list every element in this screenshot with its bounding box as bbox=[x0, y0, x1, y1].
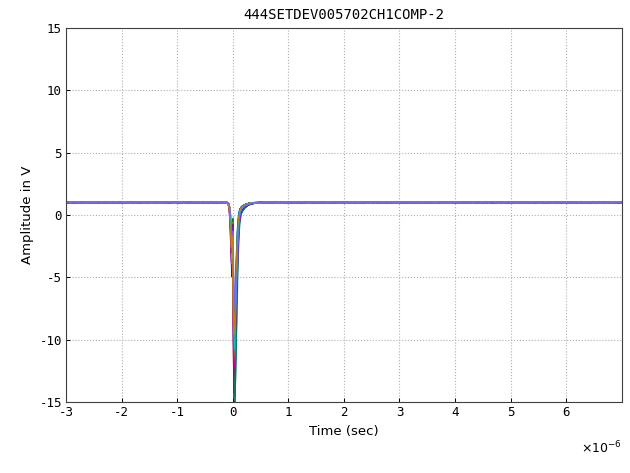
X-axis label: Time (sec): Time (sec) bbox=[309, 425, 379, 438]
Text: $\times10^{-6}$: $\times10^{-6}$ bbox=[581, 439, 622, 456]
Y-axis label: Amplitude in V: Amplitude in V bbox=[21, 166, 34, 264]
Title: 444SETDEV005702CH1COMP-2: 444SETDEV005702CH1COMP-2 bbox=[243, 9, 444, 22]
